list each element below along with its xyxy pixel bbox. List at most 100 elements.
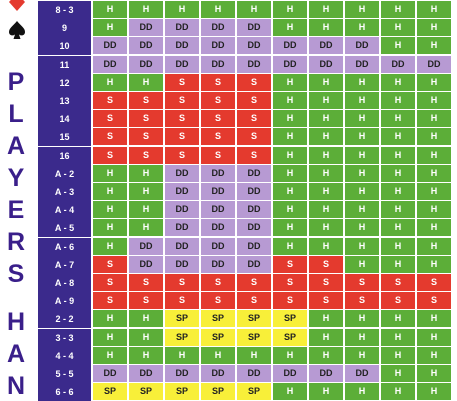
table-cell: H: [417, 346, 451, 364]
table-cell: DD: [273, 365, 307, 382]
title-letter: A: [6, 340, 26, 368]
table-cell: S: [273, 274, 307, 291]
table-cell: DD: [309, 37, 343, 55]
table-cell: H: [93, 328, 127, 346]
table-cell: H: [345, 383, 379, 401]
table-cell: H: [417, 255, 451, 273]
table-cell: H: [345, 164, 379, 182]
table-cell: H: [93, 237, 127, 255]
table-cell: H: [309, 164, 343, 182]
table-cell: SP: [201, 310, 235, 328]
table-cell: H: [345, 237, 379, 255]
row-header: 12: [38, 73, 91, 92]
table-cell: H: [93, 310, 127, 328]
row-header: 3 - 3: [38, 328, 91, 347]
table-cell: H: [381, 19, 415, 37]
table-cell: S: [165, 92, 199, 109]
table-cell: H: [381, 73, 415, 91]
table-cell: H: [381, 164, 415, 182]
title-letter: Y: [7, 164, 25, 192]
row-header: 13: [38, 92, 91, 110]
table-cell: S: [201, 73, 235, 91]
table-cell: DD: [201, 183, 235, 200]
table-cell: DD: [165, 219, 199, 237]
table-cell: H: [273, 19, 307, 37]
table-cell: H: [417, 1, 451, 18]
table-cell: S: [273, 292, 307, 310]
row-header: 14: [38, 110, 91, 129]
table-cell: SP: [129, 383, 163, 401]
table-cell: S: [201, 292, 235, 310]
table-cell: H: [273, 201, 307, 219]
table-cell: H: [417, 37, 451, 55]
diamond-icon: [9, 0, 25, 11]
table-cell: S: [93, 255, 127, 273]
table-cell: H: [93, 19, 127, 37]
table-cell: S: [93, 274, 127, 291]
table-cell: S: [129, 128, 163, 146]
table-cell: S: [201, 274, 235, 291]
table-cell: DD: [345, 55, 379, 73]
table-cell: DD: [129, 365, 163, 382]
table-row: 13 S S S S S H H H H H: [38, 92, 453, 110]
table-cell: H: [345, 92, 379, 109]
table-cell: H: [273, 128, 307, 146]
title-letter: N: [6, 372, 26, 400]
table-cell: S: [93, 292, 127, 310]
table-cell: DD: [237, 19, 271, 37]
table-cell: H: [129, 183, 163, 200]
row-header: A - 7: [38, 255, 91, 274]
table-cell: H: [93, 183, 127, 200]
table-cell: H: [381, 365, 415, 382]
table-cell: DD: [201, 219, 235, 237]
table-cell: SP: [273, 310, 307, 328]
table-cell: H: [345, 219, 379, 237]
table-cell: H: [381, 310, 415, 328]
table-cell: H: [345, 1, 379, 18]
table-cell: H: [345, 255, 379, 273]
table-cell: DD: [345, 37, 379, 55]
table-cell: H: [381, 183, 415, 200]
table-cell: H: [309, 328, 343, 346]
table-cell: DD: [201, 201, 235, 219]
table-cell: H: [309, 128, 343, 146]
table-cell: H: [93, 201, 127, 219]
table-cell: SP: [165, 383, 199, 401]
table-cell: DD: [201, 164, 235, 182]
table-cell: DD: [201, 255, 235, 273]
row-header: A - 2: [38, 164, 91, 183]
row-header: A - 6: [38, 237, 91, 256]
table-cell: SP: [201, 328, 235, 346]
table-cell: H: [129, 346, 163, 364]
table-cell: DD: [165, 164, 199, 182]
table-cell: DD: [237, 365, 271, 382]
table-row: 15 S S S S S H H H H H: [38, 128, 453, 147]
table-cell: DD: [237, 164, 271, 182]
table-cell: S: [165, 110, 199, 128]
row-header: A - 4: [38, 201, 91, 220]
table-cell: S: [237, 274, 271, 291]
table-cell: DD: [165, 365, 199, 382]
table-cell: H: [417, 219, 451, 237]
table-cell: DD: [129, 19, 163, 37]
row-header: 6 - 6: [38, 383, 91, 401]
table-cell: DD: [237, 183, 271, 200]
table-cell: H: [309, 219, 343, 237]
table-cell: H: [93, 164, 127, 182]
table-cell: SP: [165, 310, 199, 328]
table-cell: H: [345, 19, 379, 37]
table-cell: SP: [273, 328, 307, 346]
table-cell: S: [237, 128, 271, 146]
table-cell: DD: [381, 55, 415, 73]
table-cell: H: [309, 237, 343, 255]
table-cell: H: [309, 310, 343, 328]
table-cell: DD: [165, 19, 199, 37]
table-cell: DD: [309, 365, 343, 382]
table-cell: S: [309, 255, 343, 273]
table-cell: S: [201, 146, 235, 164]
table-cell: S: [93, 92, 127, 109]
table-cell: DD: [201, 19, 235, 37]
table-cell: S: [129, 92, 163, 109]
table-cell: DD: [129, 37, 163, 55]
